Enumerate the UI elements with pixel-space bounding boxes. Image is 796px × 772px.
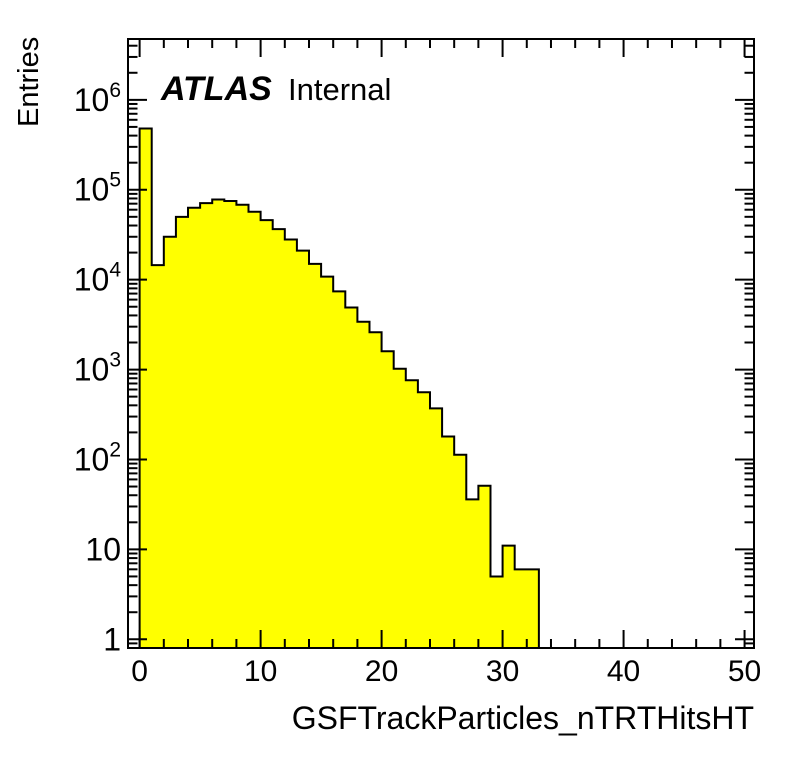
x-tick-label: 0 [131,655,148,688]
x-tick-label: 50 [728,655,761,688]
x-tick-label: 30 [486,655,519,688]
atlas-status-label: Internal [288,72,391,107]
histogram-area [138,127,540,649]
y-tick-label: 1 [103,621,121,657]
y-tick-labels: 1 10 102 103 104 105 106 [74,79,122,657]
x-tick-label: 40 [607,655,640,688]
x-tick-labels: 0 10 20 30 40 50 [131,655,761,688]
x-tick-label: 10 [244,655,277,688]
chart-layer: 0 10 20 30 40 50 1 10 102 103 104 105 106 [74,38,761,688]
axis-ticks [128,39,754,648]
x-axis-title: GSFTrackParticles_nTRTHitsHT [292,700,754,736]
y-tick-label: 105 [74,169,121,208]
y-axis-title: Entries [13,37,45,127]
y-tick-label: 10 [85,531,121,567]
y-tick-label: 102 [74,438,121,477]
y-tick-label: 106 [74,79,121,118]
y-tick-label: 103 [74,349,121,388]
atlas-watermark: ATLAS [160,70,272,108]
y-tick-label: 104 [74,259,122,298]
plot-frame [127,38,755,649]
x-tick-label: 20 [365,655,398,688]
